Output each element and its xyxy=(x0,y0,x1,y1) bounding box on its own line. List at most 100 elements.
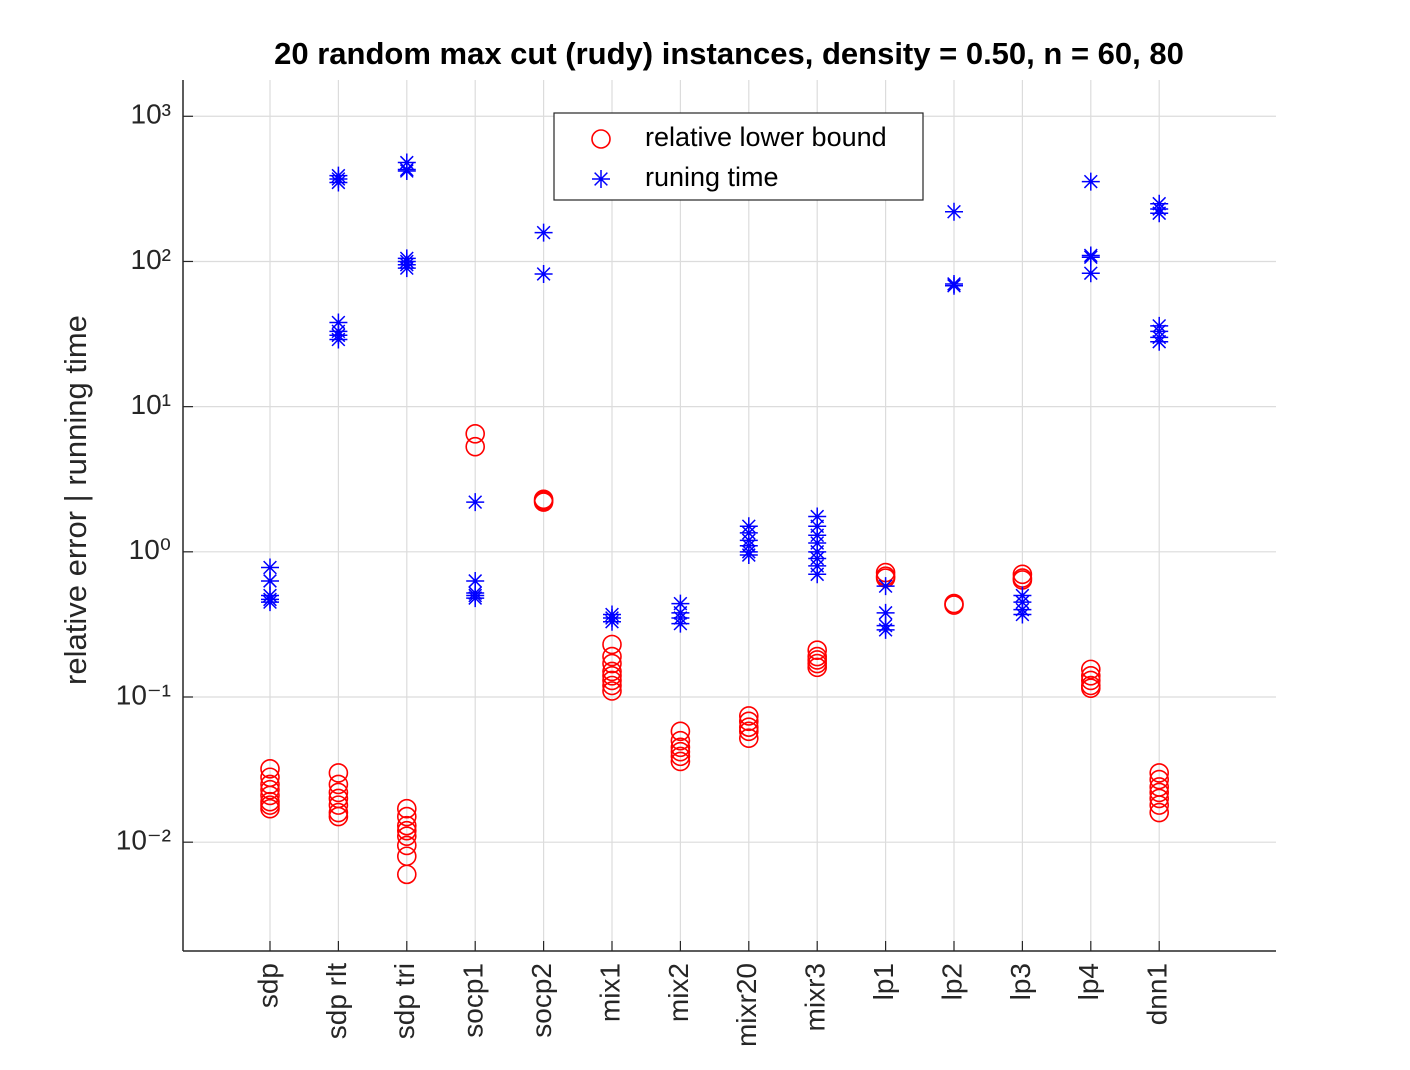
point xyxy=(671,594,690,613)
point xyxy=(1149,795,1169,815)
y-tick-label: 10⁻¹ xyxy=(116,679,171,710)
point xyxy=(670,741,691,762)
point xyxy=(534,264,553,283)
point xyxy=(465,436,486,457)
point xyxy=(602,665,622,686)
point xyxy=(602,670,622,691)
point xyxy=(1081,678,1101,698)
point xyxy=(397,161,416,180)
x-tick-label: dnn1 xyxy=(1142,963,1173,1025)
point xyxy=(397,259,416,278)
point xyxy=(466,493,485,512)
point xyxy=(808,517,827,536)
legend-marker xyxy=(592,170,610,188)
point xyxy=(329,173,348,192)
legend: relative lower bound runing time xyxy=(553,112,924,201)
legend-label: runing time xyxy=(645,162,779,192)
point xyxy=(261,593,279,612)
legend-label: relative lower bound xyxy=(645,122,887,152)
point xyxy=(670,730,691,751)
point xyxy=(260,798,280,819)
point xyxy=(1150,332,1169,351)
point xyxy=(738,711,759,732)
point xyxy=(328,763,349,783)
x-tick-label: sdp rlt xyxy=(321,963,352,1039)
point xyxy=(602,675,622,696)
y-tick-label: 10² xyxy=(131,244,171,275)
y-tick-label: 10³ xyxy=(131,99,171,130)
point xyxy=(1081,264,1100,283)
point xyxy=(944,593,964,614)
point xyxy=(1081,248,1100,267)
point xyxy=(807,657,828,678)
point xyxy=(1081,659,1101,680)
point xyxy=(945,276,963,295)
point xyxy=(808,565,827,584)
point xyxy=(808,507,827,526)
point xyxy=(533,492,554,512)
point xyxy=(260,785,280,806)
point xyxy=(603,612,621,631)
point xyxy=(328,774,349,795)
point xyxy=(1013,605,1032,624)
point xyxy=(670,751,691,772)
point xyxy=(1149,788,1169,809)
point xyxy=(466,571,485,590)
point xyxy=(534,223,553,242)
point xyxy=(260,779,280,800)
point xyxy=(396,798,417,819)
point xyxy=(945,202,963,221)
point xyxy=(1150,204,1169,223)
y-tick-label: 10⁰ xyxy=(129,534,171,565)
point xyxy=(671,614,690,633)
y-tick-label: 10⁻² xyxy=(116,825,171,856)
point xyxy=(328,806,349,827)
point xyxy=(1081,665,1101,686)
point xyxy=(396,806,417,827)
x-tick-label: sdp xyxy=(252,963,283,1008)
point xyxy=(260,759,280,779)
x-tick-label: lp4 xyxy=(1073,963,1104,1000)
x-tick-label: sdp tri xyxy=(389,963,420,1039)
point xyxy=(396,835,417,856)
point xyxy=(1149,763,1169,783)
x-tick-label: mix1 xyxy=(594,963,625,1022)
point xyxy=(465,424,486,444)
point xyxy=(466,589,485,608)
x-tick-label: mixr3 xyxy=(800,963,831,1031)
point xyxy=(1149,782,1169,803)
point xyxy=(602,653,622,674)
x-tick-label: socp1 xyxy=(458,963,489,1038)
point xyxy=(328,802,349,823)
chart-title: 20 random max cut (rudy) instances, dens… xyxy=(274,36,1184,71)
point xyxy=(670,737,691,758)
x-tick-label: lp3 xyxy=(1005,963,1036,1000)
point xyxy=(807,640,828,661)
point xyxy=(738,706,759,726)
point xyxy=(328,795,349,815)
point xyxy=(738,728,759,749)
legend-box xyxy=(553,112,924,201)
x-tick-label: lp2 xyxy=(936,963,967,1000)
x-tick-label: mixr20 xyxy=(731,963,762,1047)
point xyxy=(261,558,279,577)
point xyxy=(670,721,691,742)
point xyxy=(738,721,759,742)
point xyxy=(1149,802,1169,823)
point xyxy=(602,661,622,682)
point xyxy=(602,681,622,701)
point xyxy=(1081,172,1100,191)
point xyxy=(328,782,349,803)
point xyxy=(738,717,759,737)
point xyxy=(876,577,895,596)
point xyxy=(876,603,895,622)
point xyxy=(329,330,348,349)
point xyxy=(396,815,417,836)
point xyxy=(1081,670,1101,691)
x-tick-label: mix2 xyxy=(663,963,694,1022)
point xyxy=(739,546,758,565)
point xyxy=(602,646,622,667)
point xyxy=(876,620,895,639)
